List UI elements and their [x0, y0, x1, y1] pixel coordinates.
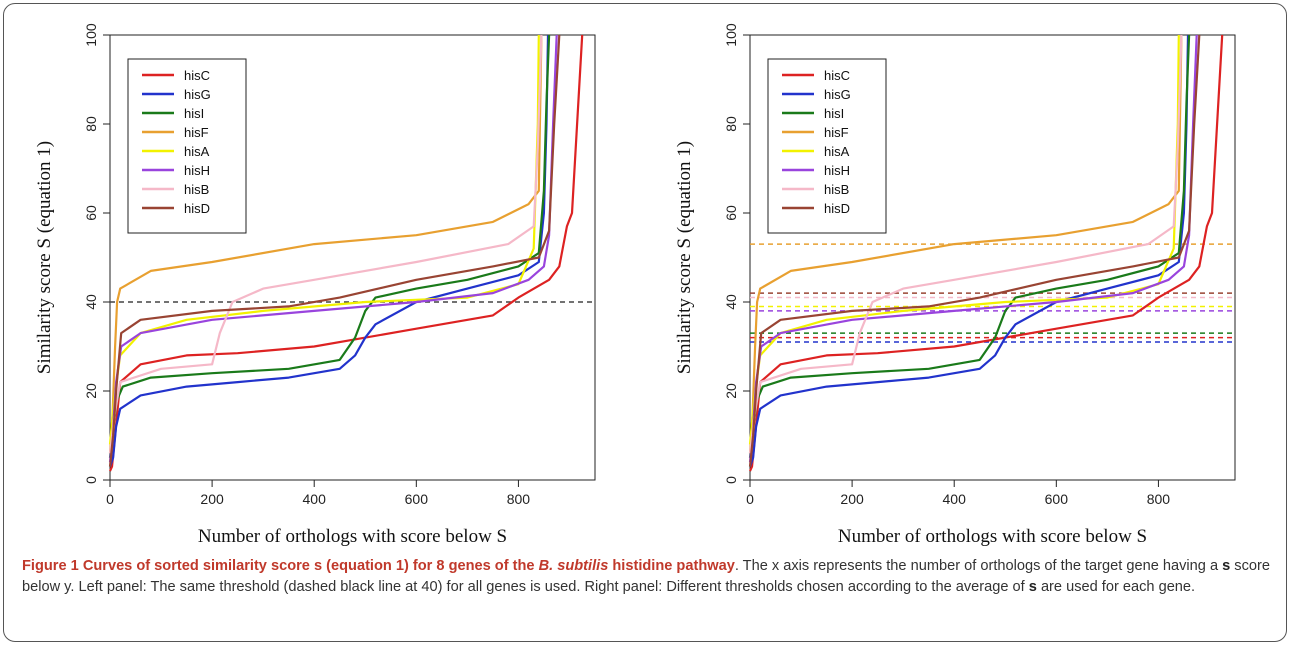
y-tick-label: 80 — [723, 116, 739, 132]
legend-label-hisB: hisB — [824, 182, 849, 197]
series-line-hisD — [108, 34, 561, 467]
y-tick-label: 20 — [723, 383, 739, 399]
legend-label-hisF: hisF — [824, 125, 849, 140]
y-axis-title: Similarity score S (equation 1) — [34, 141, 55, 374]
caption-text-2: score below y. Left panel: The same thre… — [22, 558, 1270, 595]
x-tick-label: 200 — [200, 491, 224, 507]
legend-label-hisC: hisC — [824, 68, 850, 83]
series-line-hisD — [748, 34, 1201, 467]
caption-text-3: are used for each gene. — [1036, 579, 1196, 595]
y-axis-title: Similarity score S (equation 1) — [674, 141, 695, 374]
x-tick-label: 0 — [746, 491, 754, 507]
x-tick-label: 600 — [405, 491, 429, 507]
series-line-hisF — [108, 34, 543, 454]
series-line-hisG — [748, 34, 1190, 467]
y-tick-label: 80 — [83, 116, 99, 132]
y-tick-label: 60 — [723, 205, 739, 221]
legend-label-hisA: hisA — [824, 144, 850, 159]
legend-label-hisB: hisB — [184, 182, 209, 197]
series-line-hisI — [108, 34, 551, 458]
x-tick-label: 600 — [1045, 491, 1069, 507]
legend-label-hisH: hisH — [184, 163, 210, 178]
series-line-hisB — [108, 34, 543, 454]
plot-area — [749, 34, 1236, 481]
series-line-hisF — [748, 34, 1183, 454]
x-tick-label: 200 — [840, 491, 864, 507]
caption-species: B. subtilis — [538, 558, 609, 574]
plot-area — [109, 34, 596, 481]
x-tick-label: 800 — [507, 491, 531, 507]
series-line-hisI — [748, 34, 1191, 458]
legend-label-hisD: hisD — [184, 201, 210, 216]
series-line-hisC — [748, 34, 1224, 472]
x-axis-title: Number of orthologs with score below S — [198, 526, 507, 547]
caption-bold-s-2: s — [1028, 579, 1037, 595]
legend-label-hisH: hisH — [824, 163, 850, 178]
legend-box — [127, 58, 247, 234]
series-line-hisC — [108, 34, 584, 472]
y-tick-label: 20 — [83, 383, 99, 399]
chart-right: 0 200 400 600 800 0 20 40 60 80 100 Number of ortho… — [674, 23, 1236, 547]
y-tick-label: 0 — [723, 476, 739, 484]
legend-label-hisC: hisC — [184, 68, 210, 83]
figure-frame — [3, 3, 1287, 642]
x-tick-label: 400 — [303, 491, 327, 507]
x-axis-title: Number of orthologs with score below S — [838, 526, 1147, 547]
caption-title: Figure 1 Curves of sorted similarity sco… — [22, 558, 735, 574]
chart-left: 0 200 400 600 800 0 20 40 60 80 100 Number of ortho… — [34, 23, 596, 547]
series-line-hisB — [748, 34, 1183, 454]
caption-text-1: . The x axis represents the number of or… — [734, 558, 1223, 574]
legend-label-hisA: hisA — [184, 144, 210, 159]
legend-label-hisD: hisD — [824, 201, 850, 216]
x-tick-label: 400 — [943, 491, 967, 507]
legend-box — [767, 58, 887, 234]
legend-label-hisI: hisI — [824, 106, 844, 121]
caption-bold-s-1: s — [1222, 558, 1231, 574]
series-line-hisG — [108, 34, 550, 467]
y-tick-label: 40 — [83, 294, 99, 310]
legend-label-hisG: hisG — [184, 87, 211, 102]
y-tick-label: 40 — [723, 294, 739, 310]
legend-label-hisF: hisF — [184, 125, 209, 140]
y-tick-label: 100 — [83, 23, 99, 47]
figure-caption: Figure 1 Curves of sorted similarity sco… — [22, 556, 1278, 598]
x-tick-label: 0 — [106, 491, 114, 507]
y-tick-label: 0 — [83, 476, 99, 484]
legend-label-hisI: hisI — [184, 106, 204, 121]
legend-label-hisG: hisG — [824, 87, 851, 102]
y-tick-label: 100 — [723, 23, 739, 47]
x-tick-label: 800 — [1147, 491, 1171, 507]
y-tick-label: 60 — [83, 205, 99, 221]
